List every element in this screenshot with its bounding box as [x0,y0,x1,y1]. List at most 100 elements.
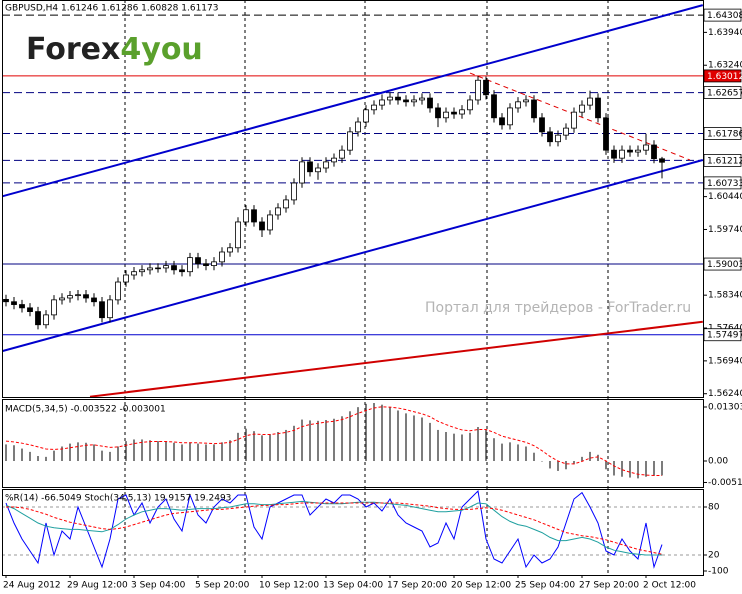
axes: 1.639401.632401.604401.597401.583401.576… [3,8,742,591]
macd-bar [61,446,63,461]
y-tick-label: 0.013036 [708,403,742,413]
candle-body [11,301,17,305]
macd-bar [405,413,407,461]
macd-bar [581,456,583,461]
candle-body [483,79,489,96]
candle-body [331,157,337,163]
chart-title: GBPUSD,H4 1.61246 1.61286 1.60828 1.6117… [5,4,218,14]
candle-body [291,182,297,201]
candle-body [651,144,657,160]
candle-body [563,127,569,136]
candle-body [83,294,89,299]
macd-bar [365,403,367,461]
level-label: 1.63012 [707,72,742,82]
trend-line [469,72,691,161]
macd-bar [349,411,351,461]
candle-body [539,117,545,133]
candle-body [491,94,497,119]
candle-body [643,144,649,151]
trend-line [2,4,703,198]
y-tick-label: -0.005184 [708,478,742,488]
candle-body [195,257,201,265]
macd-bar [13,445,15,461]
candle-body [243,209,249,223]
indicator-title: MACD(5,34,5) -0.003522 -0.003001 [5,405,166,415]
macd-bar [181,444,183,461]
candle-body [155,267,161,270]
macd-bar [549,460,551,469]
macd-bar [397,410,399,461]
price-panel [2,4,703,397]
macd-bar [485,429,487,461]
candle-body [131,271,137,276]
macd-bar [645,460,647,477]
macd-bar [621,460,623,477]
macd-bar [133,439,135,461]
macd-bar [77,442,79,461]
macd-bar [565,460,567,470]
candle-body [315,167,321,173]
macd-bar [637,460,639,479]
macd-bar [469,432,471,461]
macd-bar [317,420,319,461]
x-tick-label: 27 Sep 20:00 [579,581,639,591]
oscillator-panel [2,489,703,569]
x-tick-label: 20 Sep 12:00 [451,581,511,591]
oscillator-line [5,489,663,569]
macd-bar [253,431,255,461]
candle-body [123,274,129,283]
macd-bar [165,441,167,461]
watermark: Портал для трейдеров - ForTrader.ru [425,300,691,316]
candle-body [587,97,593,106]
level-label: 1.59003 [707,260,742,270]
y-tick-label: 0.00 [708,456,728,466]
macd-bar [413,415,415,461]
candle-body [19,304,25,309]
candle-body [283,199,289,209]
macd-bar [341,416,343,461]
macd-bar [461,434,463,461]
candle-body [659,158,665,163]
macd-bar [357,407,359,461]
macd-bar [53,450,55,461]
candle-body [115,281,121,301]
candle-body [91,297,97,303]
macd-bar [125,441,127,461]
candle-body [267,214,273,231]
macd-bar [445,432,447,461]
candle-body [595,97,601,119]
x-tick-label: 5 Sep 20:00 [195,581,250,591]
x-tick-label: 2 Oct 12:00 [643,581,696,591]
candle-body [611,149,617,159]
macd-bar [653,460,655,476]
macd-bar [501,443,503,461]
macd-bar [269,434,271,461]
candle-body [275,207,281,216]
candle-body [451,111,457,115]
macd-bar [661,460,663,476]
macd-bar [5,444,7,461]
candle-body [3,298,9,303]
macd-bar [245,428,247,461]
x-tick-label: 13 Sep 04:00 [323,581,383,591]
y-tick-label: 80 [708,503,720,513]
macd-bar [477,427,479,461]
candle-body [355,121,361,133]
y-tick-label: -100 [708,567,729,577]
candle-body [411,99,417,103]
candle-body [99,301,105,319]
y-tick-label: 1.56940 [708,356,742,366]
candle-body [475,79,481,101]
macd-bar [629,460,631,478]
candle-body [603,117,609,151]
y-tick-label: 1.63940 [708,28,742,38]
panel-frame [2,399,704,488]
macd-bar [381,404,383,461]
macd-bar [237,432,239,461]
macd-bar [605,460,607,470]
candle-body [147,267,153,271]
candle-body [139,269,145,273]
macd-bar [45,456,47,461]
x-tick-label: 17 Sep 20:00 [387,581,447,591]
